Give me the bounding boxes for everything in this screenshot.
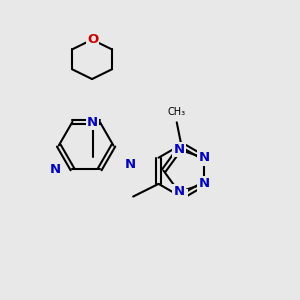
Text: N: N [198, 177, 209, 190]
Text: N: N [87, 116, 98, 129]
Text: N: N [176, 190, 187, 203]
Text: O: O [87, 32, 98, 46]
Text: CH₃: CH₃ [168, 107, 186, 117]
Text: N: N [49, 163, 61, 176]
Text: N: N [173, 185, 184, 199]
Text: N: N [198, 151, 209, 164]
Text: N: N [124, 158, 136, 171]
Text: N: N [173, 143, 184, 156]
